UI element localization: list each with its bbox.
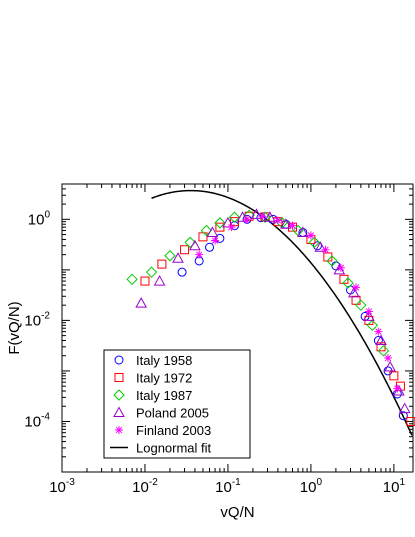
x-tick-label: 101 bbox=[383, 477, 406, 496]
data-point bbox=[389, 371, 399, 381]
data-point bbox=[243, 209, 255, 222]
data-point bbox=[215, 233, 225, 243]
legend-swatch bbox=[113, 406, 125, 417]
data-point bbox=[145, 266, 158, 278]
data-point bbox=[398, 411, 408, 421]
y-tick-label: 100 bbox=[28, 209, 51, 228]
data-point bbox=[297, 226, 309, 237]
data-point bbox=[273, 216, 282, 225]
x-tick-label: 10-2 bbox=[132, 477, 158, 496]
data-point bbox=[351, 295, 361, 305]
data-point bbox=[206, 226, 219, 237]
series-italy-1987 bbox=[126, 209, 390, 357]
y-tick-label: 10-4 bbox=[24, 411, 50, 430]
data-point bbox=[264, 211, 276, 222]
data-point bbox=[250, 208, 263, 219]
data-point bbox=[243, 215, 252, 224]
data-point bbox=[348, 286, 360, 298]
data-points bbox=[126, 208, 415, 426]
data-point bbox=[355, 299, 367, 311]
data-point bbox=[352, 283, 361, 292]
series-italy-1972 bbox=[140, 211, 415, 426]
data-point bbox=[227, 223, 236, 232]
data-point bbox=[336, 263, 345, 272]
legend-label: Italy 1958 bbox=[136, 353, 192, 368]
legend-swatch bbox=[115, 426, 123, 434]
data-point bbox=[321, 245, 330, 254]
data-point bbox=[306, 231, 315, 240]
data-point bbox=[195, 250, 204, 259]
x-tick-label: 10-3 bbox=[49, 477, 75, 496]
legend-swatch bbox=[113, 389, 125, 401]
data-point bbox=[280, 218, 292, 229]
data-point bbox=[374, 327, 383, 336]
axis-ticks bbox=[61, 183, 413, 473]
data-point bbox=[228, 211, 241, 223]
axis-tick-labels: 10-3 10-2 10-1 100 101 10-4 10-2 100 bbox=[24, 209, 405, 496]
data-point bbox=[342, 277, 354, 289]
x-tick-label: 100 bbox=[300, 477, 323, 496]
data-point bbox=[184, 236, 196, 249]
series-finland-2003 bbox=[195, 212, 402, 393]
legend-label: Lognormal fit bbox=[136, 441, 212, 456]
legend-label: Italy 1987 bbox=[136, 388, 192, 403]
data-point bbox=[363, 310, 375, 321]
data-point bbox=[140, 276, 150, 286]
data-point bbox=[135, 297, 148, 308]
legend-swatch bbox=[114, 373, 124, 382]
data-point bbox=[157, 259, 167, 269]
data-point bbox=[395, 381, 405, 391]
legend-label: Italy 1972 bbox=[136, 371, 192, 386]
data-point bbox=[214, 217, 226, 229]
data-point bbox=[180, 245, 190, 255]
data-point bbox=[323, 252, 333, 262]
data-point bbox=[326, 255, 338, 267]
data-point bbox=[398, 402, 411, 414]
fit-layer bbox=[151, 189, 413, 436]
data-point bbox=[312, 241, 322, 251]
data-point bbox=[384, 360, 396, 372]
y-tick-label: 10-2 bbox=[24, 310, 50, 329]
data-point bbox=[377, 345, 390, 357]
data-point bbox=[172, 252, 184, 263]
y-axis-label: F(vQ/N) bbox=[6, 301, 23, 354]
data-point bbox=[393, 385, 405, 396]
data-point bbox=[200, 224, 213, 237]
legend: Italy 1958 Italy 1972 Italy 1987 Poland 200… bbox=[103, 349, 251, 459]
data-point bbox=[189, 239, 201, 251]
data-point bbox=[177, 267, 187, 277]
data-point bbox=[211, 236, 220, 245]
data-point bbox=[393, 384, 402, 393]
data-point bbox=[375, 334, 387, 346]
data-point bbox=[164, 250, 176, 262]
data-point bbox=[364, 307, 373, 316]
data-point bbox=[258, 212, 267, 221]
data-point bbox=[205, 242, 215, 252]
data-point bbox=[126, 273, 138, 286]
data-point bbox=[384, 354, 393, 363]
x-tick-label: 10-1 bbox=[215, 477, 241, 496]
legend-label: Poland 2005 bbox=[136, 406, 209, 421]
legend-label: Finland 2003 bbox=[136, 423, 211, 438]
x-axis-label: vQ/N bbox=[220, 504, 254, 521]
data-point bbox=[153, 275, 166, 286]
data-point bbox=[288, 221, 297, 230]
data-point bbox=[366, 319, 379, 331]
legend-box bbox=[103, 349, 251, 459]
lognormal-fit-line bbox=[151, 189, 413, 436]
legend-swatch bbox=[114, 355, 124, 365]
data-point bbox=[308, 236, 321, 249]
